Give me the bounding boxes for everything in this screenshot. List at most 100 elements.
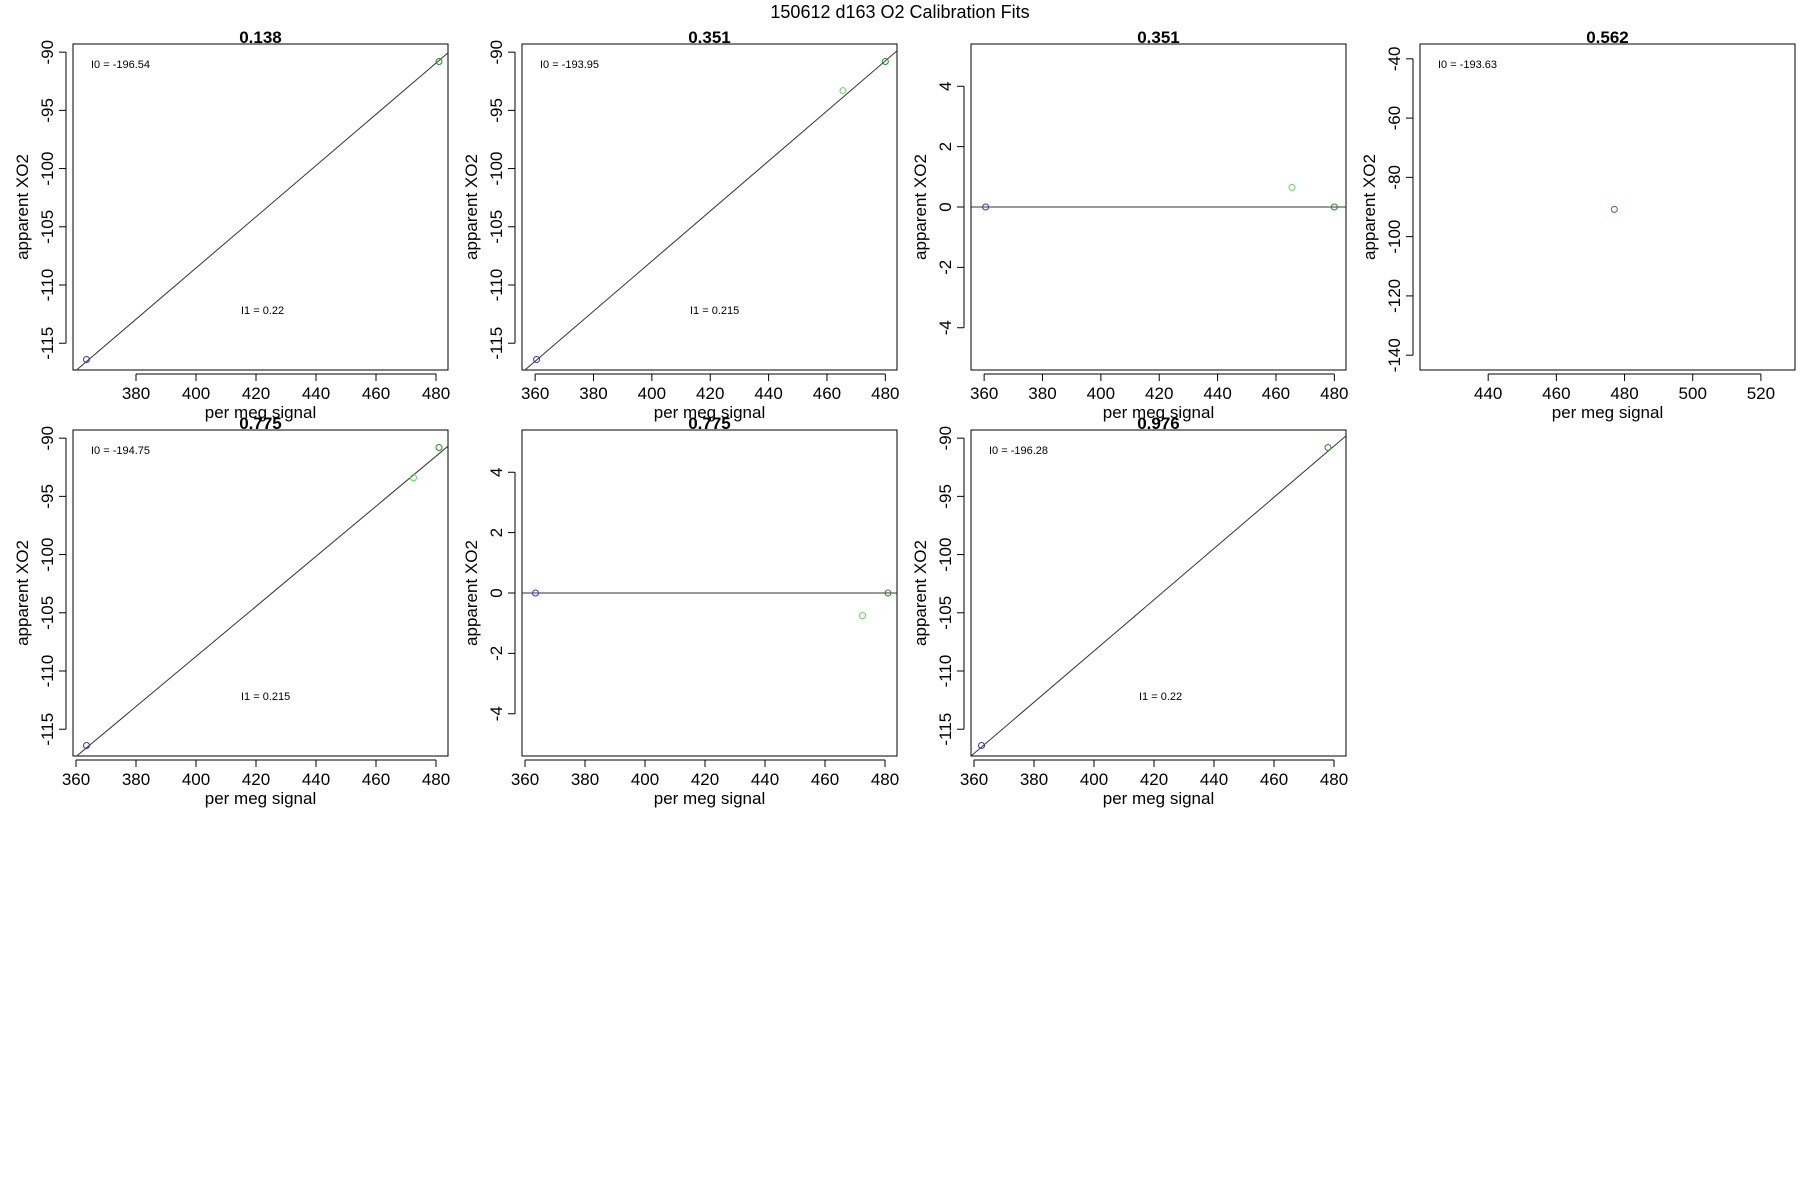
plot-frame (521, 43, 898, 371)
slope-label: I1 = 0.215 (690, 305, 739, 317)
x-tick-label: 480 (422, 770, 450, 789)
data-point (435, 443, 443, 451)
y-tick-label: -140 (1385, 338, 1404, 372)
panel-title: 0.775 (688, 414, 731, 433)
y-tick-label: -100 (487, 152, 506, 186)
y-tick-label: -95 (936, 484, 955, 509)
x-tick-label: 420 (1145, 384, 1173, 403)
y-tick-label: -2 (936, 260, 955, 275)
panel-title: 0.138 (239, 28, 282, 47)
data-point (978, 742, 985, 750)
data-point (1330, 203, 1338, 211)
x-axis-label: per meg signal (1552, 403, 1664, 422)
y-tick-label: -40 (1385, 47, 1404, 72)
x-tick-label: 480 (1320, 770, 1348, 789)
figure-title: 150612 d163 O2 Calibration Fits (770, 2, 1030, 22)
y-tick-label: -115 (936, 713, 955, 746)
y-axis-label: apparent XO2 (462, 540, 481, 646)
y-tick-label: -90 (487, 40, 506, 65)
x-tick-label: 360 (521, 384, 549, 403)
x-tick-label: 460 (813, 384, 841, 403)
data-point (532, 589, 539, 597)
slope-label: I1 = 0.22 (241, 305, 284, 317)
y-tick-label: 0 (487, 588, 506, 597)
y-tick-label: -115 (487, 327, 506, 360)
data-point (410, 474, 417, 482)
x-tick-label: 380 (1028, 384, 1056, 403)
intercept-label: I0 = -196.54 (91, 59, 150, 71)
plot-frame (72, 43, 449, 371)
data-point (859, 612, 866, 620)
x-tick-label: 380 (1020, 770, 1048, 789)
plot-frame (72, 429, 449, 757)
y-tick-label: -100 (936, 538, 955, 572)
intercept-label: I0 = -193.63 (1438, 59, 1497, 71)
x-tick-label: 460 (811, 770, 839, 789)
x-tick-label: 440 (302, 770, 330, 789)
y-tick-label: -60 (1385, 106, 1404, 131)
data-point (435, 57, 443, 65)
panel-title: 0.351 (1137, 28, 1180, 47)
x-tick-label: 460 (1542, 384, 1570, 403)
x-tick-label: 440 (751, 770, 779, 789)
plot-frame (1419, 43, 1796, 371)
y-axis-label: apparent XO2 (462, 154, 481, 260)
x-tick-label: 440 (302, 384, 330, 403)
x-tick-label: 520 (1747, 384, 1775, 403)
x-tick-label: 400 (638, 384, 666, 403)
panel-2: 0.351 360 380 400 420 440 460 480 per meg signal… (462, 28, 900, 422)
x-tick-label: 460 (362, 770, 390, 789)
x-axis-label: per meg signal (654, 789, 766, 808)
slope-label: I1 = 0.22 (1139, 691, 1182, 703)
x-tick-label: 440 (754, 384, 782, 403)
x-tick-label: 360 (62, 770, 90, 789)
x-axis-label: per meg signal (654, 403, 766, 422)
x-tick-label: 400 (1080, 770, 1108, 789)
x-tick-label: 480 (422, 384, 450, 403)
x-tick-label: 480 (871, 770, 899, 789)
y-tick-label: 0 (936, 202, 955, 211)
panel-title: 0.562 (1586, 28, 1629, 47)
y-tick-label: -115 (38, 327, 57, 360)
y-tick-label: -95 (38, 484, 57, 509)
x-tick-label: 400 (1087, 384, 1115, 403)
x-tick-label: 480 (871, 384, 899, 403)
x-tick-label: 440 (1203, 384, 1231, 403)
y-tick-label: -105 (936, 596, 955, 630)
y-tick-label: -80 (1385, 165, 1404, 190)
y-tick-label: 2 (936, 142, 955, 151)
x-tick-label: 360 (970, 384, 998, 403)
x-tick-label: 460 (1262, 384, 1290, 403)
y-tick-label: -105 (38, 210, 57, 244)
x-axis-label: per meg signal (205, 789, 317, 808)
panel-7: 0.976 360 380 400 420 440 460 480 per meg signal… (911, 414, 1348, 808)
y-tick-label: -110 (38, 655, 57, 688)
data-point (1288, 183, 1296, 191)
y-axis-label: apparent XO2 (1360, 154, 1379, 260)
panel-title: 0.775 (239, 414, 282, 433)
y-axis-label: apparent XO2 (911, 540, 930, 646)
data-point (83, 356, 90, 364)
y-tick-label: -90 (936, 426, 955, 451)
x-tick-label: 360 (511, 770, 539, 789)
x-tick-label: 420 (691, 770, 719, 789)
y-tick-label: -100 (38, 538, 57, 572)
fit-line (75, 445, 448, 756)
y-tick-label: -110 (487, 269, 506, 302)
data-point (839, 87, 847, 95)
panel-5: 0.775 360 380 400 420 440 460 480 per meg signal… (13, 414, 450, 808)
y-tick-label: -90 (38, 426, 57, 451)
y-tick-label: -115 (38, 713, 57, 746)
y-tick-label: -95 (38, 98, 57, 123)
y-tick-label: -2 (487, 646, 506, 661)
x-tick-label: 420 (242, 770, 270, 789)
x-tick-label: 400 (182, 770, 210, 789)
x-tick-label: 400 (631, 770, 659, 789)
slope-label: I1 = 0.215 (241, 691, 290, 703)
intercept-label: I0 = -193.95 (540, 59, 599, 71)
y-axis-label: apparent XO2 (13, 540, 32, 646)
panel-title: 0.976 (1137, 414, 1180, 433)
y-tick-label: -110 (936, 655, 955, 688)
y-tick-label: 2 (487, 528, 506, 537)
x-tick-label: 460 (362, 384, 390, 403)
